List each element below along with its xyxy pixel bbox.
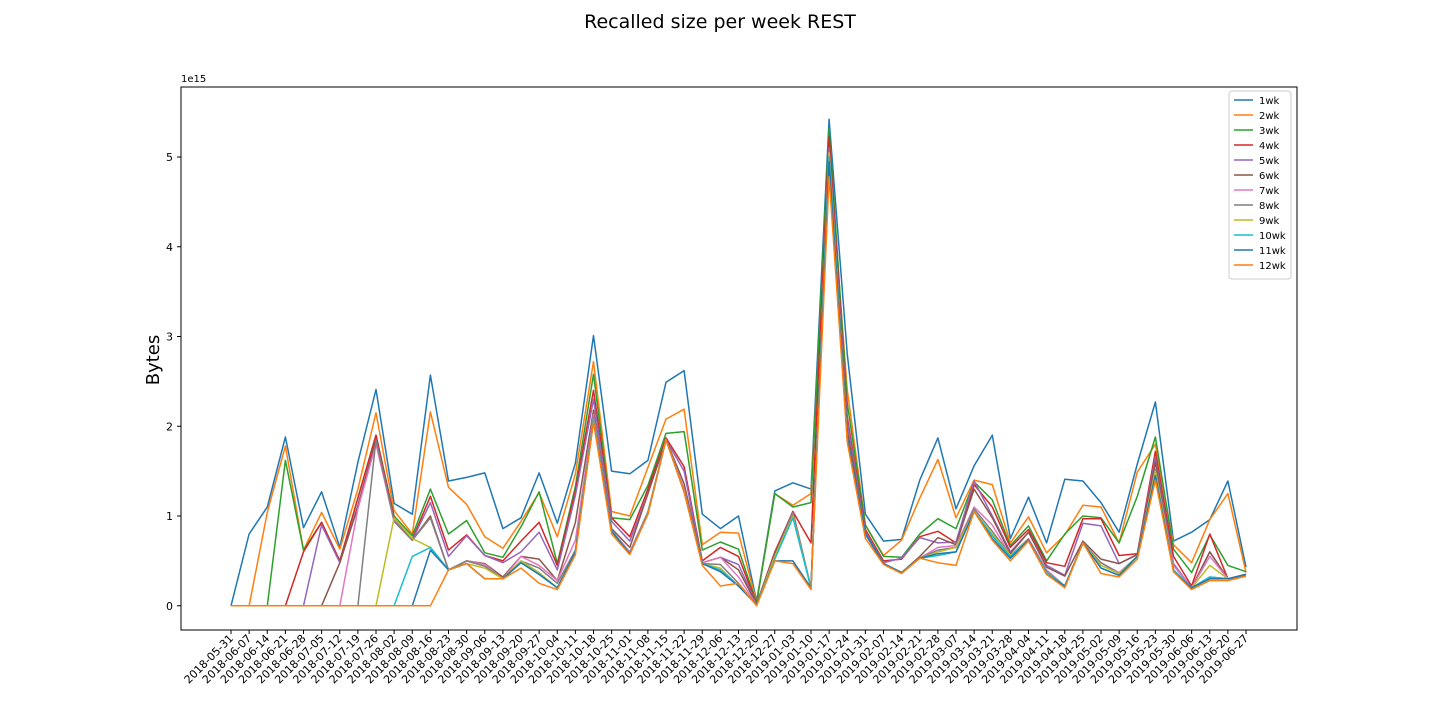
legend-label-10wk: 10wk xyxy=(1259,231,1286,242)
legend-label-8wk: 8wk xyxy=(1259,201,1280,212)
y-tick-label: 2 xyxy=(166,420,173,433)
legend-label-5wk: 5wk xyxy=(1259,156,1280,167)
series-line-8wk xyxy=(231,151,1247,607)
legend-label-9wk: 9wk xyxy=(1259,216,1280,227)
legend-label-11wk: 11wk xyxy=(1259,246,1286,257)
series-line-12wk xyxy=(231,176,1247,607)
legend-label-4wk: 4wk xyxy=(1259,141,1280,152)
legend-label-7wk: 7wk xyxy=(1259,186,1280,197)
series-line-6wk xyxy=(231,151,1247,607)
series-line-9wk xyxy=(231,151,1247,607)
series-line-7wk xyxy=(231,151,1247,607)
series-line-1wk xyxy=(230,118,1247,606)
y-scale-exponent-label: 1e15 xyxy=(181,74,206,85)
plot-area xyxy=(180,86,1298,631)
series-line-5wk xyxy=(231,147,1247,607)
legend-label-1wk: 1wk xyxy=(1259,96,1280,107)
y-axis-label: Bytes xyxy=(143,335,164,386)
series-line-2wk xyxy=(231,151,1247,607)
series-line-3wk xyxy=(231,127,1247,607)
series-line-11wk xyxy=(231,160,1247,607)
series-line-10wk xyxy=(231,156,1247,607)
chart-title: Recalled size per week REST xyxy=(584,11,856,33)
legend-label-2wk: 2wk xyxy=(1259,111,1280,122)
y-tick-label: 5 xyxy=(166,151,173,164)
y-tick-label: 0 xyxy=(166,600,173,613)
legend-label-3wk: 3wk xyxy=(1259,126,1280,137)
y-tick-label: 1 xyxy=(166,510,173,523)
x-axis-ticks: 2018-05-312018-06-072018-06-142018-06-21… xyxy=(182,630,1251,686)
legend-box xyxy=(1228,90,1292,280)
y-tick-label: 3 xyxy=(166,331,173,344)
legend-label-12wk: 12wk xyxy=(1259,261,1286,272)
y-tick-label: 4 xyxy=(166,241,173,254)
y-axis-ticks: 0 1 2 3 4 5 xyxy=(166,151,181,613)
plot-frame xyxy=(180,86,1298,631)
legend-label-6wk: 6wk xyxy=(1259,171,1280,182)
legend: 1wk 2wk 3wk 4wk 5wk 6wk 7wk 8wk 9wk 10wk 11wk 12wk xyxy=(1228,90,1292,280)
